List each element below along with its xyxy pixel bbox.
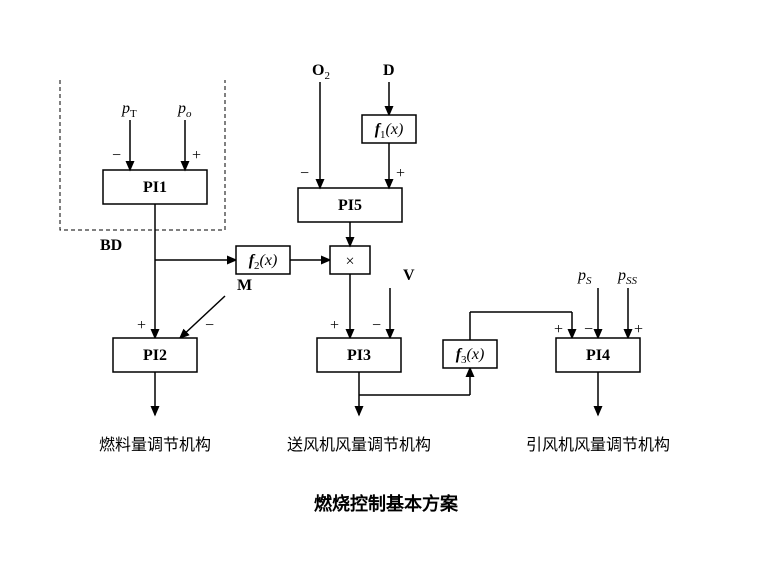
mult-label: × (345, 253, 354, 270)
diagram-title: 燃烧控制基本方案 (314, 493, 459, 514)
v-sign: − (372, 317, 381, 334)
f3-sign: + (554, 321, 563, 338)
po-sign: + (192, 147, 201, 164)
pi2-label: PI2 (143, 347, 167, 364)
air-draft-output-label: 引风机风量调节机构 (526, 436, 670, 454)
pt-label: pT (121, 100, 137, 120)
o2-sign: − (300, 165, 309, 182)
m-label: M (237, 277, 252, 294)
air-supply-output-label: 送风机风量调节机构 (287, 436, 431, 454)
pt-sign: − (112, 147, 121, 164)
o2-label: O2 (312, 62, 330, 82)
pi4-label: PI4 (586, 347, 610, 364)
pss-sign: + (634, 321, 643, 338)
pi2-in1-sign: + (137, 317, 146, 334)
bd-label: BD (100, 237, 122, 254)
pss-label: pSS (617, 267, 638, 287)
fuel-output-label: 燃料量调节机构 (99, 436, 211, 454)
m-sign: − (205, 317, 214, 334)
f1-sign: + (396, 165, 405, 182)
diagram-canvas: PI1 pT − po + BD + f2(x) × PI5 O2 − D f1… (0, 0, 773, 563)
pi3-label: PI3 (347, 347, 371, 364)
po-label: po (177, 100, 192, 120)
pi5-label: PI5 (338, 197, 362, 214)
v-label: V (403, 267, 415, 284)
ps-sign: − (584, 321, 593, 338)
pi1-label: PI1 (143, 179, 167, 196)
d-label: D (383, 62, 395, 79)
m-arrow (180, 296, 225, 338)
ps-label: pS (577, 267, 592, 287)
pi3-in1-sign: + (330, 317, 339, 334)
